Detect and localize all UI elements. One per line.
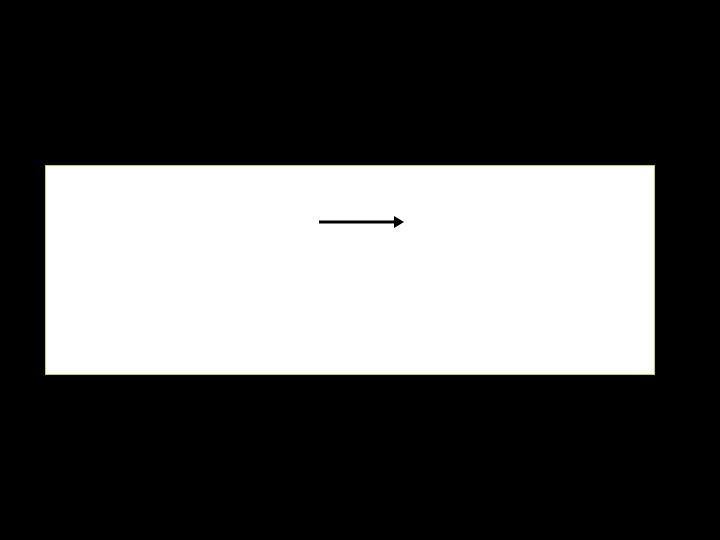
reaction-arrow-icon (319, 212, 406, 232)
section-header-bar (45, 105, 655, 145)
content-panel (45, 165, 655, 375)
